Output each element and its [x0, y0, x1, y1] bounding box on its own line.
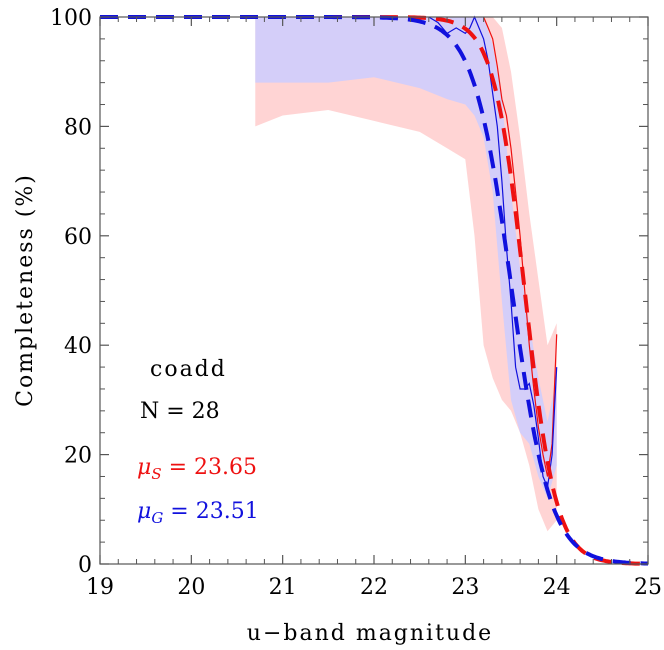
x-axis-label: u−band magnitude: [247, 621, 493, 646]
annotation-label: coadd: [150, 357, 227, 382]
mu-s-subscript: S: [151, 465, 161, 483]
band-stars: [255, 17, 557, 532]
annotation-mu-g: μG = 23.51: [137, 499, 259, 527]
annotation-count: N = 28: [140, 399, 220, 424]
y-tick-label-60: 60: [64, 225, 92, 250]
uncertainty-bands: [255, 17, 557, 532]
x-tick-label-19: 19: [86, 575, 114, 600]
mu-g-value: = 23.51: [163, 499, 258, 524]
mu-g-subscript: G: [151, 509, 163, 527]
measured-line-stars: [483, 16, 558, 477]
measured-curves: [428, 15, 558, 490]
mu-s-symbol: μ: [137, 455, 151, 480]
y-tick-label-80: 80: [64, 115, 92, 140]
x-tick-label-21: 21: [269, 575, 297, 600]
x-tick-label-23: 23: [451, 575, 479, 600]
x-tick-label-25: 25: [634, 575, 662, 600]
y-tick-label-40: 40: [64, 334, 92, 359]
y-tick-label-0: 0: [78, 553, 92, 578]
y-axis-label: Completeness (%): [13, 173, 38, 407]
y-tick-label-20: 20: [64, 444, 92, 469]
x-tick-label-22: 22: [360, 575, 388, 600]
annotation-mu-s: μS = 23.65: [137, 455, 257, 483]
x-tick-label-20: 20: [177, 575, 205, 600]
band-galaxies: [255, 17, 557, 499]
axis-ticks: 19 20 21 22 23 24 25 0 20 40 60 80 100: [50, 6, 662, 600]
y-tick-label-100: 100: [50, 6, 92, 31]
measured-line-galaxies: [428, 15, 558, 490]
x-tick-label-24: 24: [543, 575, 571, 600]
mu-s-value: = 23.65: [162, 455, 257, 480]
mu-g-symbol: μ: [137, 499, 151, 524]
